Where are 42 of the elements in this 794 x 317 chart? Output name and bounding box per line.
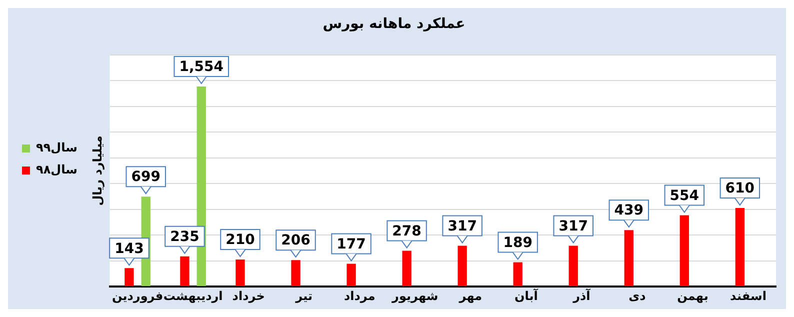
bar [236,260,245,286]
data-label: 554 [670,188,700,204]
data-label: 610 [725,180,755,197]
bar [568,246,578,286]
bar [124,268,134,286]
data-label: 143 [114,240,144,257]
data-label: 206 [281,232,310,249]
chart-title: عملکرد ماهانه بورس [322,16,466,32]
data-label: 317 [448,218,477,234]
x-tick-label: مهر [458,288,482,303]
data-label: 235 [170,228,200,245]
bar [180,256,190,286]
x-tick-label: بهمن [677,288,708,303]
x-tick-label: تیر [294,288,313,303]
legend-label: سال۹۹ [36,140,78,155]
data-label: 439 [614,202,644,219]
data-label: 189 [503,234,532,251]
x-tick-label: خرداد [232,288,265,303]
data-label: 210 [226,232,256,248]
x-tick-label: فروردین [112,288,164,303]
legend-label: سال۹۸ [36,162,78,177]
bar [346,264,356,286]
y-axis-title: میلیارد ریال [90,136,105,206]
data-label: 317 [558,218,588,234]
data-label: 699 [131,169,160,186]
data-label: 1,554 [179,59,224,76]
data-label: 177 [336,236,366,252]
bar [458,246,467,286]
x-tick-label: دی [628,288,646,303]
x-tick-label: آبان [514,288,539,303]
bar [402,250,412,286]
bar [680,215,689,286]
x-tick-label: شهریور [391,288,438,303]
data-label: 278 [392,223,422,240]
bar [291,260,300,286]
x-tick-label: مرداد [344,288,376,303]
bar [624,230,634,286]
bar [513,262,522,286]
x-tick-label: اسفند [730,288,766,303]
x-tick-label: آذر [572,288,592,303]
x-tick-label: اردیبهشت [163,288,223,303]
bar [735,208,744,286]
